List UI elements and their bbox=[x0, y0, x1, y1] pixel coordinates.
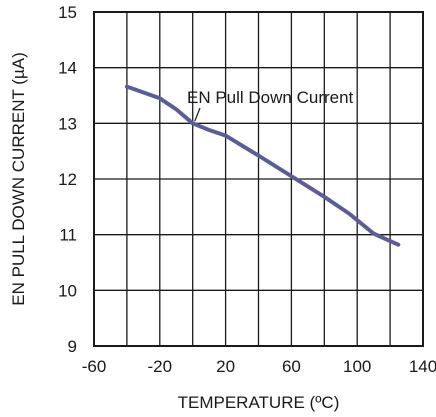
y-tick-label: 10 bbox=[58, 281, 77, 300]
x-tick-label: -60 bbox=[82, 357, 107, 376]
annotation-label: EN Pull Down Current bbox=[187, 88, 354, 107]
y-axis-title: EN PULL DOWN CURRENT (µA) bbox=[9, 52, 28, 305]
plot-frame bbox=[93, 11, 424, 347]
y-tick-label: 12 bbox=[58, 170, 77, 189]
y-tick-label: 14 bbox=[58, 59, 77, 78]
y-tick-label: 9 bbox=[68, 337, 77, 356]
x-axis-title: TEMPERATURE (ºC) bbox=[178, 393, 340, 412]
x-tick-label: 140 bbox=[409, 357, 436, 376]
y-tick-labels: 9 10 11 12 13 14 15 bbox=[58, 3, 77, 356]
series-layer bbox=[124, 84, 401, 247]
grid bbox=[94, 12, 423, 346]
x-tick-label: 20 bbox=[216, 357, 235, 376]
y-tick-label: 13 bbox=[58, 114, 77, 133]
y-tick-label: 15 bbox=[58, 3, 77, 22]
annotation-layer: EN Pull Down Current bbox=[187, 88, 354, 122]
x-tick-label: -20 bbox=[148, 357, 173, 376]
annotation-leader-line bbox=[194, 107, 201, 122]
series-line bbox=[124, 84, 401, 247]
x-tick-label: 60 bbox=[282, 357, 301, 376]
x-tick-labels: -60 -20 20 60 100 140 bbox=[82, 357, 436, 376]
x-tick-label: 100 bbox=[343, 357, 371, 376]
y-tick-label: 11 bbox=[59, 226, 77, 245]
